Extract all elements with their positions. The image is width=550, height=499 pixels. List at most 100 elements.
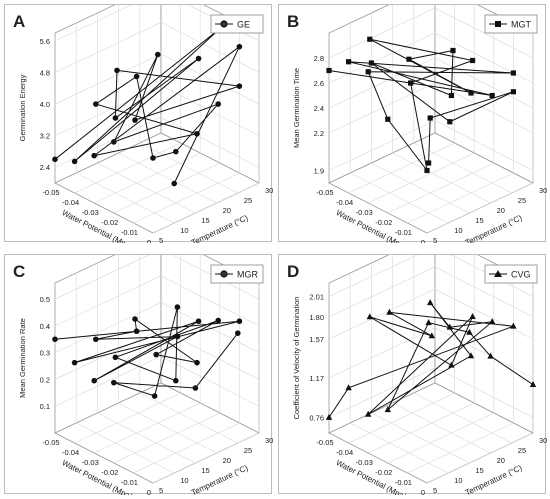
- grid-line-x: [348, 5, 455, 194]
- y-tick-label: 5: [433, 236, 437, 243]
- y-tick-label: 25: [518, 196, 526, 205]
- data-point: [195, 318, 202, 325]
- data-point: [489, 92, 495, 99]
- grid-line-x: [113, 13, 221, 214]
- grid: [54, 255, 260, 484]
- grid-line-z: [328, 57, 534, 109]
- grid-line-z: [328, 32, 534, 84]
- grid-line-z: [328, 266, 534, 318]
- data-point: [215, 317, 221, 324]
- legend-box: [484, 264, 538, 284]
- grid-line-x: [74, 5, 181, 194]
- y-tick-label: 25: [244, 446, 252, 455]
- data-point: [345, 384, 352, 391]
- grid-line-x: [74, 255, 181, 444]
- legend-marker: [495, 21, 501, 27]
- x-tick-label: 0: [147, 238, 151, 243]
- grid-line-z: [54, 329, 260, 380]
- legend-label: CVG: [511, 270, 531, 280]
- data-point: [215, 101, 221, 107]
- legend-box: [210, 264, 264, 284]
- z-tick-label: 0.4: [40, 322, 50, 331]
- grid-line-y: [97, 263, 196, 464]
- panel-letter: A: [13, 12, 25, 31]
- data-point: [385, 116, 391, 122]
- plot-box: [54, 255, 260, 484]
- data-point: [469, 312, 476, 319]
- data-point: [467, 352, 475, 359]
- data-point: [406, 56, 412, 62]
- z-tick-label: 4.8: [40, 68, 50, 77]
- data-point: [408, 80, 414, 86]
- grid-line-x: [133, 23, 240, 224]
- data-point: [368, 60, 374, 66]
- panel-letter: B: [287, 12, 299, 31]
- y-tick-label: 30: [265, 436, 273, 445]
- z-tick-label: 1.9: [314, 167, 324, 176]
- grid-line-y: [349, 23, 449, 224]
- y-tick-label: 30: [539, 186, 547, 195]
- data-point: [367, 36, 373, 42]
- y-tick-label: 5: [159, 236, 163, 243]
- panel-letter: C: [13, 262, 25, 281]
- y-axis-title: Temperature (°C): [464, 463, 524, 495]
- data-point: [428, 332, 435, 339]
- y-tick-label: 20: [223, 206, 231, 215]
- data-point: [236, 83, 243, 89]
- data-point: [111, 139, 117, 145]
- data-point: [424, 167, 430, 174]
- data-point: [236, 43, 243, 50]
- y-tick-label: 10: [180, 226, 188, 235]
- grid-line-x: [94, 255, 201, 454]
- legend-marker: [220, 270, 228, 278]
- data-point: [153, 351, 159, 358]
- chart-a-svg: A 2.4 3.2 4.0 4.8 5.6 -0.05-0.04-0.03-0.02-0.0…: [13, 5, 273, 243]
- x-tick-label: -0.01: [121, 478, 138, 487]
- grid-line-z: [328, 367, 534, 418]
- grid-line-y: [75, 23, 175, 224]
- z-tick-label: 2.4: [314, 104, 324, 113]
- data-point: [195, 55, 202, 62]
- data-point: [171, 180, 177, 187]
- y-tick-label: 20: [223, 456, 231, 465]
- x-tick-label: -0.05: [316, 188, 333, 197]
- data-point: [174, 304, 181, 310]
- grid-line-y: [413, 5, 512, 194]
- grid-line-z: [54, 53, 260, 105]
- y-axis-title: Temperature (°C): [190, 213, 250, 243]
- data-point: [386, 308, 393, 315]
- z-tick-label: 2.4: [40, 163, 50, 172]
- z-tick-label: 2.6: [314, 79, 324, 88]
- z-tick-label: 0.2: [40, 375, 50, 384]
- data-point: [150, 155, 156, 161]
- x-tick-label: -0.04: [62, 198, 79, 207]
- grid-line-y: [118, 255, 217, 454]
- legend-box: [484, 14, 538, 34]
- data-point: [447, 119, 453, 125]
- z-tick-label: 0.1: [40, 402, 50, 411]
- grid-line-z: [54, 275, 260, 327]
- data-point: [174, 333, 181, 340]
- y-tick-label: 25: [518, 446, 526, 455]
- grid-line-z: [328, 82, 534, 134]
- data-point: [365, 410, 372, 417]
- data-point: [52, 156, 58, 163]
- data-point: [173, 377, 179, 384]
- data-point: [510, 70, 516, 76]
- z-axis-title: Germination Energy: [18, 74, 27, 141]
- grid: [328, 5, 534, 234]
- data-point: [155, 51, 161, 58]
- data-point: [366, 313, 373, 320]
- data-point: [52, 336, 58, 343]
- grid-line-y: [139, 5, 238, 194]
- x-tick-label: 0: [421, 488, 425, 495]
- grid: [54, 5, 260, 234]
- data-point: [194, 130, 200, 137]
- data-point: [112, 115, 119, 121]
- y-tick-label: 15: [201, 466, 209, 475]
- x-tick-label: -0.03: [82, 458, 99, 467]
- data-point: [133, 328, 140, 335]
- legend: MGR: [210, 264, 264, 284]
- data-point: [487, 352, 494, 359]
- grid-line-y: [392, 5, 491, 204]
